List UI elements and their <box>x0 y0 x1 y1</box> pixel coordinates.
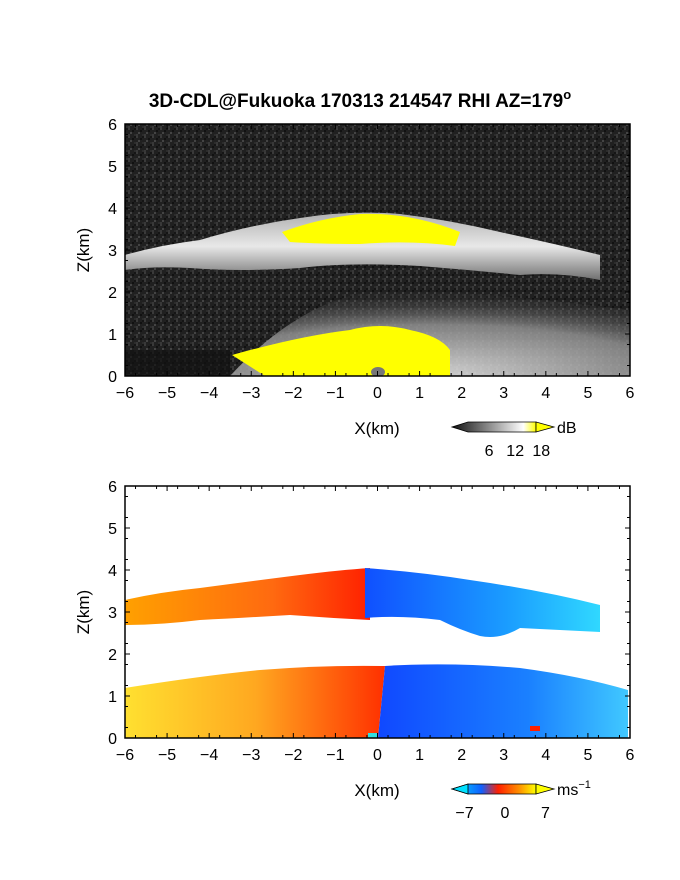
velocity-colorbar-unit: ms−1 <box>557 779 591 799</box>
reflectivity-ytick-label: 1 <box>108 327 117 344</box>
cloud-layer-echo <box>125 212 600 280</box>
figure-title: 3D-CDL@Fukuoka 170313 214547 RHI AZ=179o <box>149 87 571 112</box>
velocity-xtick-label: −5 <box>158 747 176 764</box>
reflectivity-xtick-label: −3 <box>242 385 260 402</box>
velocity-colorbar-tick: 0 <box>501 805 510 822</box>
velocity-ylabel: Z(km) <box>74 590 93 634</box>
reflectivity-ytick-label: 5 <box>108 159 117 176</box>
velocity-upper-positive <box>125 568 370 625</box>
reflectivity-xtick-label: −6 <box>116 385 134 402</box>
reflectivity-colorbar-unit: dB <box>557 420 577 437</box>
velocity-xtick-label: 5 <box>583 747 592 764</box>
velocity-xlabel: X(km) <box>354 781 399 800</box>
velocity-ytick-label: 3 <box>108 605 117 622</box>
velocity-xtick-label: 6 <box>626 747 635 764</box>
reflectivity-xtick-label: 0 <box>373 385 382 402</box>
reflectivity-ytick-label: 3 <box>108 243 117 260</box>
reflectivity-xtick-label: −4 <box>200 385 218 402</box>
reflectivity-xtick-label: 4 <box>541 385 550 402</box>
reflectivity-ytick-label: 6 <box>108 117 117 134</box>
velocity-xtick-label: −3 <box>242 747 260 764</box>
reflectivity-xtick-label: 5 <box>583 385 592 402</box>
velocity-xtick-label: 1 <box>415 747 424 764</box>
reflectivity-xlabel: X(km) <box>354 419 399 438</box>
velocity-ytick-label: 5 <box>108 521 117 538</box>
velocity-xtick-label: −2 <box>284 747 302 764</box>
velocity-xtick-label: 2 <box>457 747 466 764</box>
reflectivity-xtick-label: 2 <box>457 385 466 402</box>
velocity-ytick-label: 1 <box>108 689 117 706</box>
reflectivity-ylabel: Z(km) <box>74 228 93 272</box>
velocity-xtick-label: −4 <box>200 747 218 764</box>
reflectivity-xtick-label: −1 <box>326 385 344 402</box>
reflectivity-ytick-label: 2 <box>108 285 117 302</box>
velocity-axes: −6 −5 −4 −3 −2 −1 0 1 2 3 4 5 6 0 1 2 3 4 5 6 <box>108 479 634 764</box>
reflectivity-colorbar-tick: 18 <box>532 443 550 460</box>
velocity-panel: −6 −5 −4 −3 −2 −1 0 1 2 3 4 5 6 0 1 2 3 4 5 6 <box>108 479 634 764</box>
reflectivity-colorbar-tick: 6 <box>485 443 494 460</box>
velocity-ytick-label: 6 <box>108 479 117 496</box>
reflectivity-colorbar-tick: 12 <box>506 443 524 460</box>
reflectivity-ytick-label: 4 <box>108 201 117 218</box>
velocity-xtick-label: −1 <box>326 747 344 764</box>
velocity-xtick-label: 0 <box>373 747 382 764</box>
reflectivity-xtick-label: 1 <box>415 385 424 402</box>
velocity-colorbar-tick: −7 <box>455 805 473 822</box>
reflectivity-axes: −6 −5 −4 −3 −2 −1 0 1 2 3 4 5 6 0 1 2 3 4 5 6 <box>108 117 634 402</box>
strong-echo-cloud <box>282 213 460 246</box>
velocity-lower-negative <box>378 664 628 738</box>
velocity-colorbar-tick: 7 <box>541 805 550 822</box>
reflectivity-xtick-label: 3 <box>499 385 508 402</box>
velocity-lower-positive <box>125 665 385 738</box>
velocity-xtick-label: −6 <box>116 747 134 764</box>
velocity-xtick-label: 3 <box>499 747 508 764</box>
velocity-upper-negative <box>365 568 600 637</box>
reflectivity-ytick-label: 0 <box>108 369 117 386</box>
velocity-ytick-label: 0 <box>108 731 117 748</box>
velocity-ytick-label: 4 <box>108 563 117 580</box>
reflectivity-colorbar: dB 6 12 18 <box>450 420 577 460</box>
reflectivity-panel: −6 −5 −4 −3 −2 −1 0 1 2 3 4 5 6 0 1 2 3 4 5 6 <box>108 117 634 402</box>
strong-echo-near-ground <box>232 326 450 376</box>
reflectivity-xtick-label: −5 <box>158 385 176 402</box>
reflectivity-xtick-label: 6 <box>626 385 635 402</box>
velocity-xtick-label: 4 <box>541 747 550 764</box>
velocity-colorbar: ms−1 −7 0 7 <box>450 779 591 822</box>
reflectivity-xtick-label: −2 <box>284 385 302 402</box>
velocity-ytick-label: 2 <box>108 647 117 664</box>
